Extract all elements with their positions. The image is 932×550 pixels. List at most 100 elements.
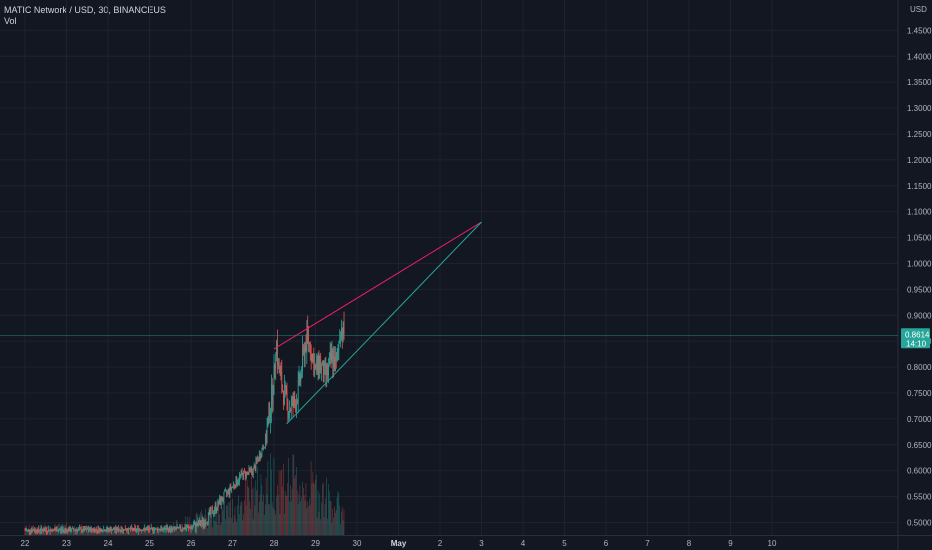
volume-bar [146, 528, 148, 535]
candle-body [303, 347, 305, 361]
volume-bar [142, 529, 143, 535]
candle-body [337, 348, 339, 352]
candle-body [214, 504, 216, 511]
price-tick-label: 1.1500 [907, 182, 932, 191]
candle-body [269, 404, 271, 422]
candle-body [294, 396, 296, 404]
candle-body [309, 343, 311, 357]
volume-bar [161, 531, 162, 535]
time-tick-label: 24 [104, 539, 113, 548]
candle-body [134, 528, 136, 529]
volume-bar [230, 499, 232, 535]
volume-bar [213, 510, 214, 535]
candle-body [144, 528, 146, 530]
candle-body [188, 527, 189, 529]
candle-body [173, 528, 175, 530]
volume-bar [245, 505, 247, 535]
volume-bar [233, 515, 235, 535]
candle-body [51, 530, 53, 532]
volume-bar [287, 483, 289, 535]
price-tick-label: 0.8000 [907, 363, 932, 372]
volume-bar [254, 505, 256, 535]
time-tick-label: 6 [604, 539, 609, 548]
volume-bar [258, 512, 259, 535]
candle-body [338, 341, 340, 349]
candle-body [43, 530, 45, 532]
candle-body [28, 529, 29, 531]
candle-body [302, 347, 303, 372]
candle-body [156, 528, 157, 530]
candle-body [168, 528, 169, 531]
volume-bar [298, 494, 300, 535]
candle-body [180, 527, 181, 530]
candle-body [150, 527, 151, 530]
candle-body [141, 529, 143, 531]
volume-indicator-label[interactable]: Vol [4, 16, 17, 26]
candle-body [247, 472, 249, 474]
candle-body [299, 374, 301, 383]
volume-bar [246, 480, 248, 535]
candle-body [99, 528, 100, 532]
candle-body [296, 400, 297, 411]
candle-body [39, 530, 41, 532]
time-tick-label: 25 [145, 539, 154, 548]
candle-body [229, 485, 231, 495]
volume-bar [104, 530, 105, 535]
symbol-title[interactable]: MATIC Network / USD, 30, BINANCEUS [4, 5, 166, 15]
candle-body [169, 528, 170, 531]
volume-bar [143, 529, 144, 535]
volume-bar [223, 500, 225, 535]
volume-bar [320, 519, 321, 535]
volume-bar [258, 501, 260, 535]
volume-bar [145, 532, 147, 535]
volume-bar [208, 507, 210, 535]
volume-bar [124, 533, 126, 535]
volume-bar [319, 493, 321, 535]
candle-body [70, 530, 72, 532]
volume-bar [52, 532, 53, 535]
candle-body [192, 527, 194, 529]
time-tick-label: 10 [768, 539, 777, 548]
volume-bar [88, 531, 90, 535]
volume-bar [231, 517, 232, 535]
candle-body [239, 475, 240, 482]
volume-bar [317, 490, 319, 535]
volume-bar [92, 530, 93, 535]
volume-bar [168, 530, 170, 535]
candle-body [330, 353, 332, 360]
volume-bar [198, 521, 200, 535]
candle-body [75, 530, 77, 531]
volume-bar [239, 505, 241, 535]
price-tick-label: 0.6500 [907, 441, 932, 450]
candle-body [124, 529, 126, 531]
candle-body [274, 365, 276, 369]
candle-body [24, 530, 26, 532]
candle-body [193, 525, 194, 528]
volume-bar [310, 461, 312, 535]
candle-body [175, 528, 177, 530]
candle-body [210, 508, 212, 514]
candle-body [182, 529, 184, 530]
candle-body [108, 529, 110, 531]
candle-body [323, 364, 325, 382]
candle-body [76, 530, 78, 532]
candle-body [198, 520, 200, 525]
candle-body [44, 529, 46, 531]
volume-bar [162, 531, 163, 535]
candle-body [147, 528, 149, 530]
candle-body [65, 529, 66, 531]
volume-bar [302, 487, 304, 535]
volume-bar [92, 531, 94, 535]
candle-body [94, 529, 96, 532]
candle-body [285, 384, 287, 390]
volume-bar [194, 519, 195, 535]
candle-body [326, 365, 328, 375]
candle-body [235, 476, 237, 488]
volume-bar [107, 531, 109, 535]
candle-body [281, 372, 283, 389]
volume-bar [250, 508, 251, 535]
time-tick-label: 26 [187, 539, 196, 548]
volume-bar [277, 494, 279, 535]
candle-body [137, 528, 139, 531]
